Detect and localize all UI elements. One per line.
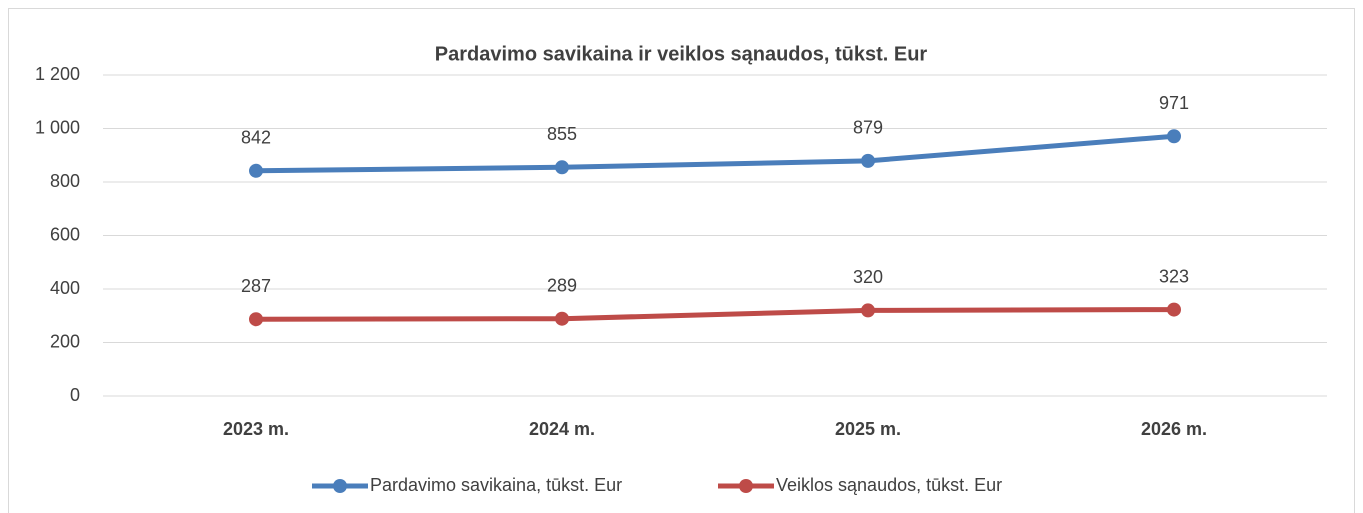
x-tick-label: 2026 m. <box>1141 419 1207 439</box>
data-point <box>861 153 875 168</box>
chart-border <box>8 8 1355 513</box>
data-label: 855 <box>547 124 577 144</box>
data-label: 323 <box>1159 266 1189 286</box>
legend-marker <box>739 479 753 493</box>
x-tick-label: 2023 m. <box>223 419 289 439</box>
y-tick-label: 1 000 <box>35 117 80 137</box>
chart-title: Pardavimo savikaina ir veiklos sąnaudos,… <box>435 43 928 65</box>
data-point <box>861 303 875 318</box>
data-label: 289 <box>547 275 577 295</box>
y-tick-label: 400 <box>50 278 80 298</box>
data-point <box>249 163 263 178</box>
series-line <box>255 307 1175 322</box>
y-tick-label: 600 <box>50 224 80 244</box>
data-label: 879 <box>853 118 883 138</box>
data-point <box>1167 129 1181 144</box>
data-label: 971 <box>1159 93 1189 113</box>
series-line <box>255 133 1175 174</box>
data-point <box>1167 302 1181 317</box>
x-tick-label: 2024 m. <box>529 419 595 439</box>
y-tick-label: 1 200 <box>35 64 80 84</box>
data-point <box>555 160 569 175</box>
data-point <box>555 311 569 326</box>
legend-label: Veiklos sąnaudos, tūkst. Eur <box>776 475 1002 495</box>
data-label: 842 <box>241 128 271 148</box>
data-label: 320 <box>853 267 883 287</box>
data-label: 287 <box>241 276 271 296</box>
legend-label: Pardavimo savikaina, tūkst. Eur <box>370 475 622 495</box>
data-point <box>249 312 263 327</box>
legend-marker <box>333 479 347 493</box>
y-tick-label: 200 <box>50 331 80 351</box>
y-tick-label: 800 <box>50 171 80 191</box>
y-tick-label: 0 <box>70 385 80 405</box>
x-tick-label: 2025 m. <box>835 419 901 439</box>
